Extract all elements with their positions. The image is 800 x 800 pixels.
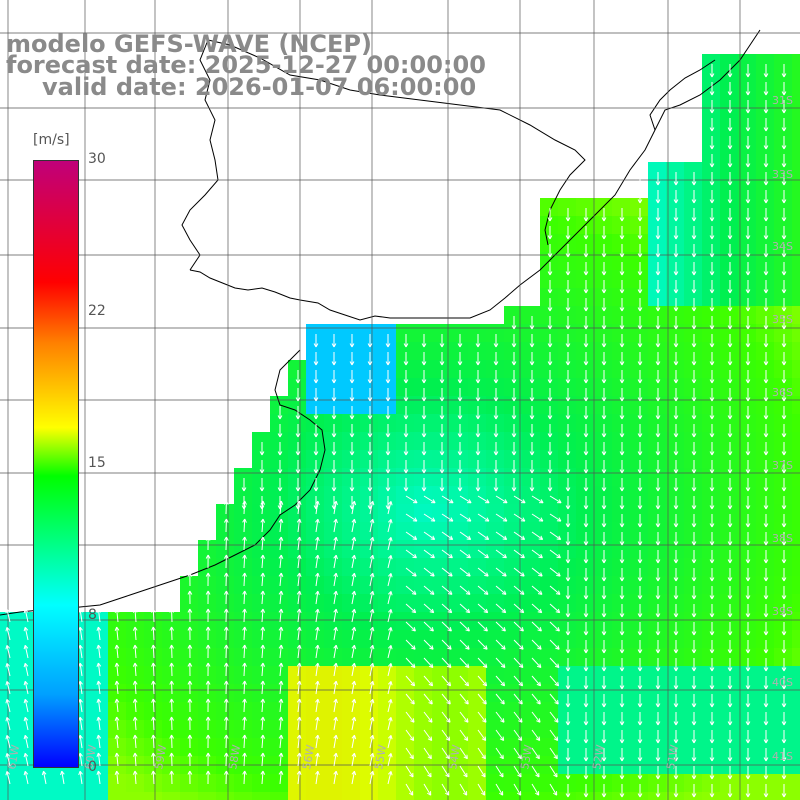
latitude-label: 37S [772,459,793,472]
valid-date: valid date: 2026-01-07 06:00:00 [42,73,477,101]
latitude-label: 40S [772,676,793,689]
wind-speed-field [0,54,800,800]
longitude-label: 51W [664,744,681,771]
latitude-label: 35S [772,313,793,326]
longitude-label: 54W [446,744,463,771]
latitude-label: 41S [772,750,793,763]
colorbar-tick-0: 0 [88,759,97,775]
colorbar [33,160,79,768]
latitude-label: 33S [772,168,793,181]
longitude-label: 61W [5,744,22,771]
latitude-label: 39S [772,605,793,618]
colorbar-unit: [m/s] [33,132,70,148]
latitude-labels: 31S 33S 34S 35S 36S 37S 38S 39S 40S 41S [772,94,793,763]
colorbar-tick-8: 8 [88,607,97,623]
latitude-label: 38S [772,532,793,545]
coastline [0,29,761,616]
longitude-label: 52W [590,744,607,771]
latitude-label: 31S [772,94,793,107]
forecast-date: forecast date: 2025-12-27 00:00:00 [6,51,486,79]
longitude-label: 59W [152,744,169,771]
colorbar-tick-22: 22 [88,303,106,319]
longitude-label: 58W [226,744,243,771]
latitude-label: 36S [772,386,793,399]
colorbar-tick-15: 15 [88,455,106,471]
colorbar-tick-30: 30 [88,151,106,167]
longitude-labels: 61W 60W 59W 58W 56W 55W 54W 53W 52W 51W [5,744,681,771]
model-title: modelo GEFS-WAVE (NCEP) [6,30,372,58]
wind-direction-arrows [5,64,787,798]
longitude-label: 60W [82,744,99,771]
longitude-label: 56W [300,744,317,771]
latitude-label: 34S [772,240,793,253]
longitude-label: 53W [518,744,535,771]
longitude-label: 55W [372,744,389,771]
